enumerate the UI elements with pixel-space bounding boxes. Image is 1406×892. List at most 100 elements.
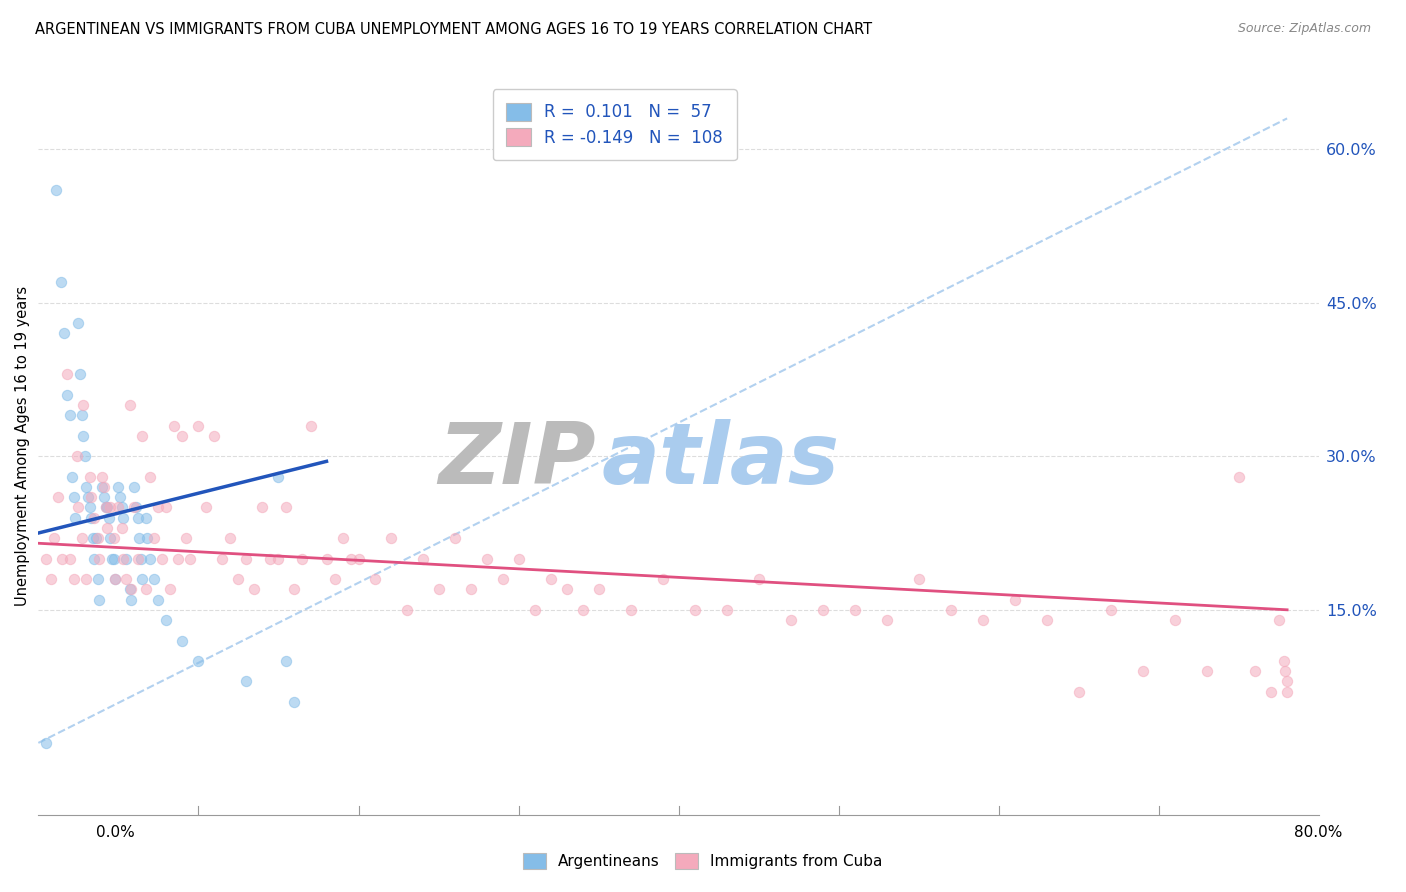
- Point: [124, 480, 146, 494]
- Point: [588, 582, 610, 597]
- Point: [86, 572, 108, 586]
- Point: [1067, 684, 1090, 698]
- Point: [267, 551, 290, 566]
- Point: [876, 613, 898, 627]
- Point: [1132, 665, 1154, 679]
- Point: [70, 531, 93, 545]
- Point: [115, 551, 138, 566]
- Point: [51, 551, 73, 566]
- Point: [110, 521, 132, 535]
- Point: [84, 531, 107, 545]
- Text: atlas: atlas: [602, 419, 839, 502]
- Text: 0.0%: 0.0%: [96, 825, 135, 840]
- Point: [748, 572, 770, 586]
- Point: [323, 572, 346, 586]
- Point: [44, 531, 66, 545]
- Point: [267, 469, 290, 483]
- Point: [243, 582, 266, 597]
- Point: [94, 500, 117, 515]
- Point: [77, 490, 100, 504]
- Point: [1036, 613, 1059, 627]
- Point: [136, 531, 159, 545]
- Point: [683, 603, 706, 617]
- Point: [59, 551, 82, 566]
- Point: [118, 582, 141, 597]
- Point: [139, 551, 162, 566]
- Point: [204, 429, 226, 443]
- Point: [380, 531, 402, 545]
- Point: [139, 469, 162, 483]
- Point: [96, 500, 118, 515]
- Point: [1227, 469, 1250, 483]
- Point: [62, 572, 84, 586]
- Point: [395, 603, 418, 617]
- Point: [86, 531, 108, 545]
- Point: [56, 388, 79, 402]
- Point: [1244, 665, 1267, 679]
- Point: [35, 551, 58, 566]
- Point: [107, 500, 129, 515]
- Point: [129, 551, 152, 566]
- Point: [259, 551, 281, 566]
- Point: [127, 551, 149, 566]
- Point: [70, 409, 93, 423]
- Point: [94, 500, 117, 515]
- Point: [716, 603, 738, 617]
- Point: [39, 572, 62, 586]
- Point: [252, 500, 274, 515]
- Point: [118, 398, 141, 412]
- Point: [571, 603, 593, 617]
- Point: [103, 551, 125, 566]
- Point: [195, 500, 218, 515]
- Point: [651, 572, 673, 586]
- Point: [131, 429, 153, 443]
- Point: [107, 480, 129, 494]
- Point: [45, 183, 67, 197]
- Point: [108, 490, 131, 504]
- Point: [63, 510, 86, 524]
- Point: [187, 418, 209, 433]
- Point: [142, 531, 165, 545]
- Point: [1197, 665, 1219, 679]
- Point: [115, 572, 138, 586]
- Point: [155, 500, 177, 515]
- Point: [427, 582, 450, 597]
- Point: [172, 429, 194, 443]
- Point: [112, 551, 135, 566]
- Point: [332, 531, 354, 545]
- Point: [35, 736, 58, 750]
- Point: [103, 531, 125, 545]
- Point: [1164, 613, 1187, 627]
- Point: [52, 326, 75, 341]
- Point: [75, 572, 97, 586]
- Point: [93, 490, 115, 504]
- Point: [67, 500, 90, 515]
- Point: [174, 531, 197, 545]
- Point: [299, 418, 322, 433]
- Point: [555, 582, 578, 597]
- Point: [93, 480, 115, 494]
- Point: [412, 551, 434, 566]
- Point: [59, 409, 82, 423]
- Text: ZIP: ZIP: [437, 419, 596, 502]
- Point: [219, 531, 242, 545]
- Point: [166, 551, 188, 566]
- Point: [72, 429, 94, 443]
- Point: [460, 582, 482, 597]
- Point: [155, 613, 177, 627]
- Text: 80.0%: 80.0%: [1295, 825, 1343, 840]
- Text: ARGENTINEAN VS IMMIGRANTS FROM CUBA UNEMPLOYMENT AMONG AGES 16 TO 19 YEARS CORRE: ARGENTINEAN VS IMMIGRANTS FROM CUBA UNEM…: [35, 22, 872, 37]
- Point: [142, 572, 165, 586]
- Point: [135, 582, 157, 597]
- Point: [79, 500, 101, 515]
- Point: [120, 592, 142, 607]
- Point: [79, 469, 101, 483]
- Point: [97, 510, 120, 524]
- Point: [283, 695, 305, 709]
- Point: [491, 572, 513, 586]
- Point: [120, 582, 142, 597]
- Point: [620, 603, 643, 617]
- Point: [73, 449, 96, 463]
- Point: [811, 603, 834, 617]
- Point: [235, 551, 257, 566]
